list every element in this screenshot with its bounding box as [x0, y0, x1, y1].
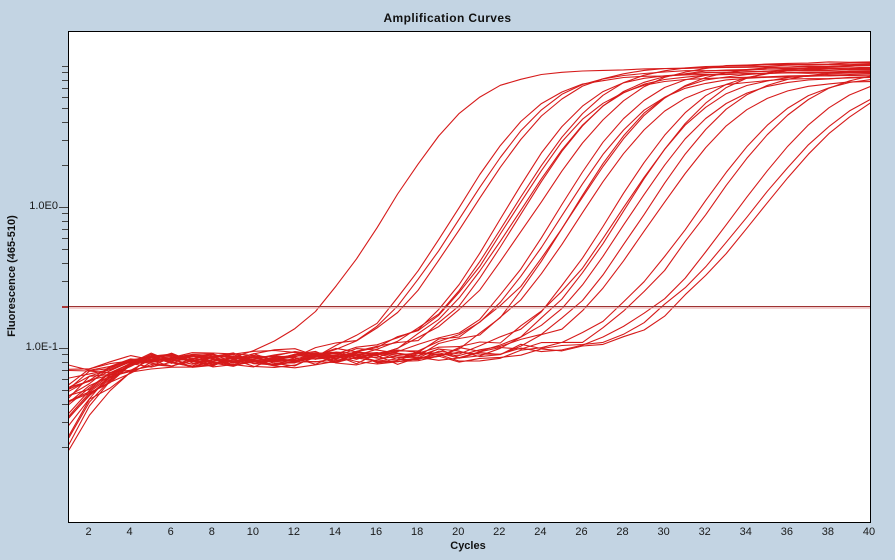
x-axis-tick-label: 18 — [411, 526, 424, 538]
y-axis-minor-tick — [62, 369, 68, 371]
y-axis-minor-tick — [62, 139, 68, 141]
y-axis-major-tick — [59, 348, 68, 349]
amplification-curves-canvas — [69, 61, 870, 451]
y-axis-minor-tick — [62, 164, 68, 166]
amplification-curve — [69, 81, 870, 372]
amplification-curve — [69, 102, 870, 403]
amplification-curve — [69, 71, 870, 392]
x-axis-tick-label: 2 — [85, 526, 92, 538]
amplification-curve — [69, 62, 870, 379]
amplification-curve — [69, 86, 870, 445]
x-axis-tick-label: 10 — [246, 526, 259, 538]
y-axis-minor-tick — [62, 263, 68, 265]
x-axis-tick-label: 38 — [821, 526, 835, 538]
y-axis-minor-tick — [62, 446, 68, 448]
x-axis-tick-label: 4 — [126, 526, 133, 538]
y-axis-minor-tick — [62, 87, 68, 89]
x-axis-tick-label: 8 — [208, 526, 215, 538]
y-axis-minor-tick — [62, 421, 68, 423]
y-axis-minor-tick — [62, 72, 68, 74]
amplification-curve — [69, 61, 870, 417]
y-axis-minor-tick — [62, 220, 68, 222]
amplification-curve — [69, 75, 870, 397]
x-axis-title: Cycles — [450, 540, 486, 552]
x-axis-tick-label: 12 — [287, 526, 301, 538]
amplification-curve — [69, 99, 870, 386]
amplification-curve — [69, 66, 870, 451]
plot-area — [68, 31, 871, 523]
amplification-curve — [69, 73, 870, 390]
amplification-curve — [69, 69, 870, 439]
y-axis-minor-tick — [62, 280, 68, 282]
chart-title: Amplification Curves — [383, 11, 512, 25]
x-axis-tick-label: 40 — [862, 526, 876, 538]
amplification-curve — [69, 76, 870, 388]
threshold-axis-tick — [62, 305, 68, 308]
y-axis-tick-label: 1.0E-1 — [25, 341, 58, 353]
y-axis-minor-tick — [62, 390, 68, 392]
y-axis-minor-tick — [62, 404, 68, 406]
y-axis-minor-tick — [62, 379, 68, 381]
y-axis-minor-tick — [62, 361, 68, 363]
y-axis-minor-tick — [62, 213, 68, 215]
y-axis-minor-tick — [62, 238, 68, 240]
x-axis-tick-label: 14 — [328, 526, 342, 538]
amplification-curve — [69, 63, 870, 388]
y-axis-minor-tick — [62, 108, 68, 110]
x-axis-tick-label: 34 — [739, 526, 752, 538]
y-axis-minor-tick — [62, 79, 68, 81]
x-axis-tick-label: 6 — [167, 526, 174, 538]
y-axis-minor-tick — [62, 97, 68, 99]
x-axis-tick-label: 36 — [780, 526, 793, 538]
x-axis-tick-label: 16 — [369, 526, 383, 538]
y-axis-minor-tick — [62, 228, 68, 230]
y-axis-minor-tick — [62, 354, 68, 356]
amplification-curve — [69, 68, 870, 397]
amplification-curve — [69, 64, 870, 426]
x-axis-tick-label: 20 — [452, 526, 465, 538]
x-axis-tick-label: 28 — [616, 526, 629, 538]
y-axis-tick-label: 1.0E0 — [29, 200, 58, 212]
x-axis-tick-label: 22 — [493, 526, 506, 538]
x-axis-tick-label: 30 — [657, 526, 670, 538]
x-axis-tick-label: 24 — [534, 526, 547, 538]
y-axis-minor-tick — [62, 122, 68, 124]
x-axis-tick-label: 26 — [575, 526, 588, 538]
amplification-curve — [69, 76, 870, 370]
amplification-curve — [69, 64, 870, 437]
y-axis-major-tick — [59, 207, 68, 208]
amplification-curve — [69, 70, 870, 403]
y-axis-minor-tick — [62, 249, 68, 251]
x-axis-tick-label: 32 — [698, 526, 711, 538]
amplification-curve — [69, 70, 870, 402]
y-axis-minor-tick — [62, 66, 68, 67]
